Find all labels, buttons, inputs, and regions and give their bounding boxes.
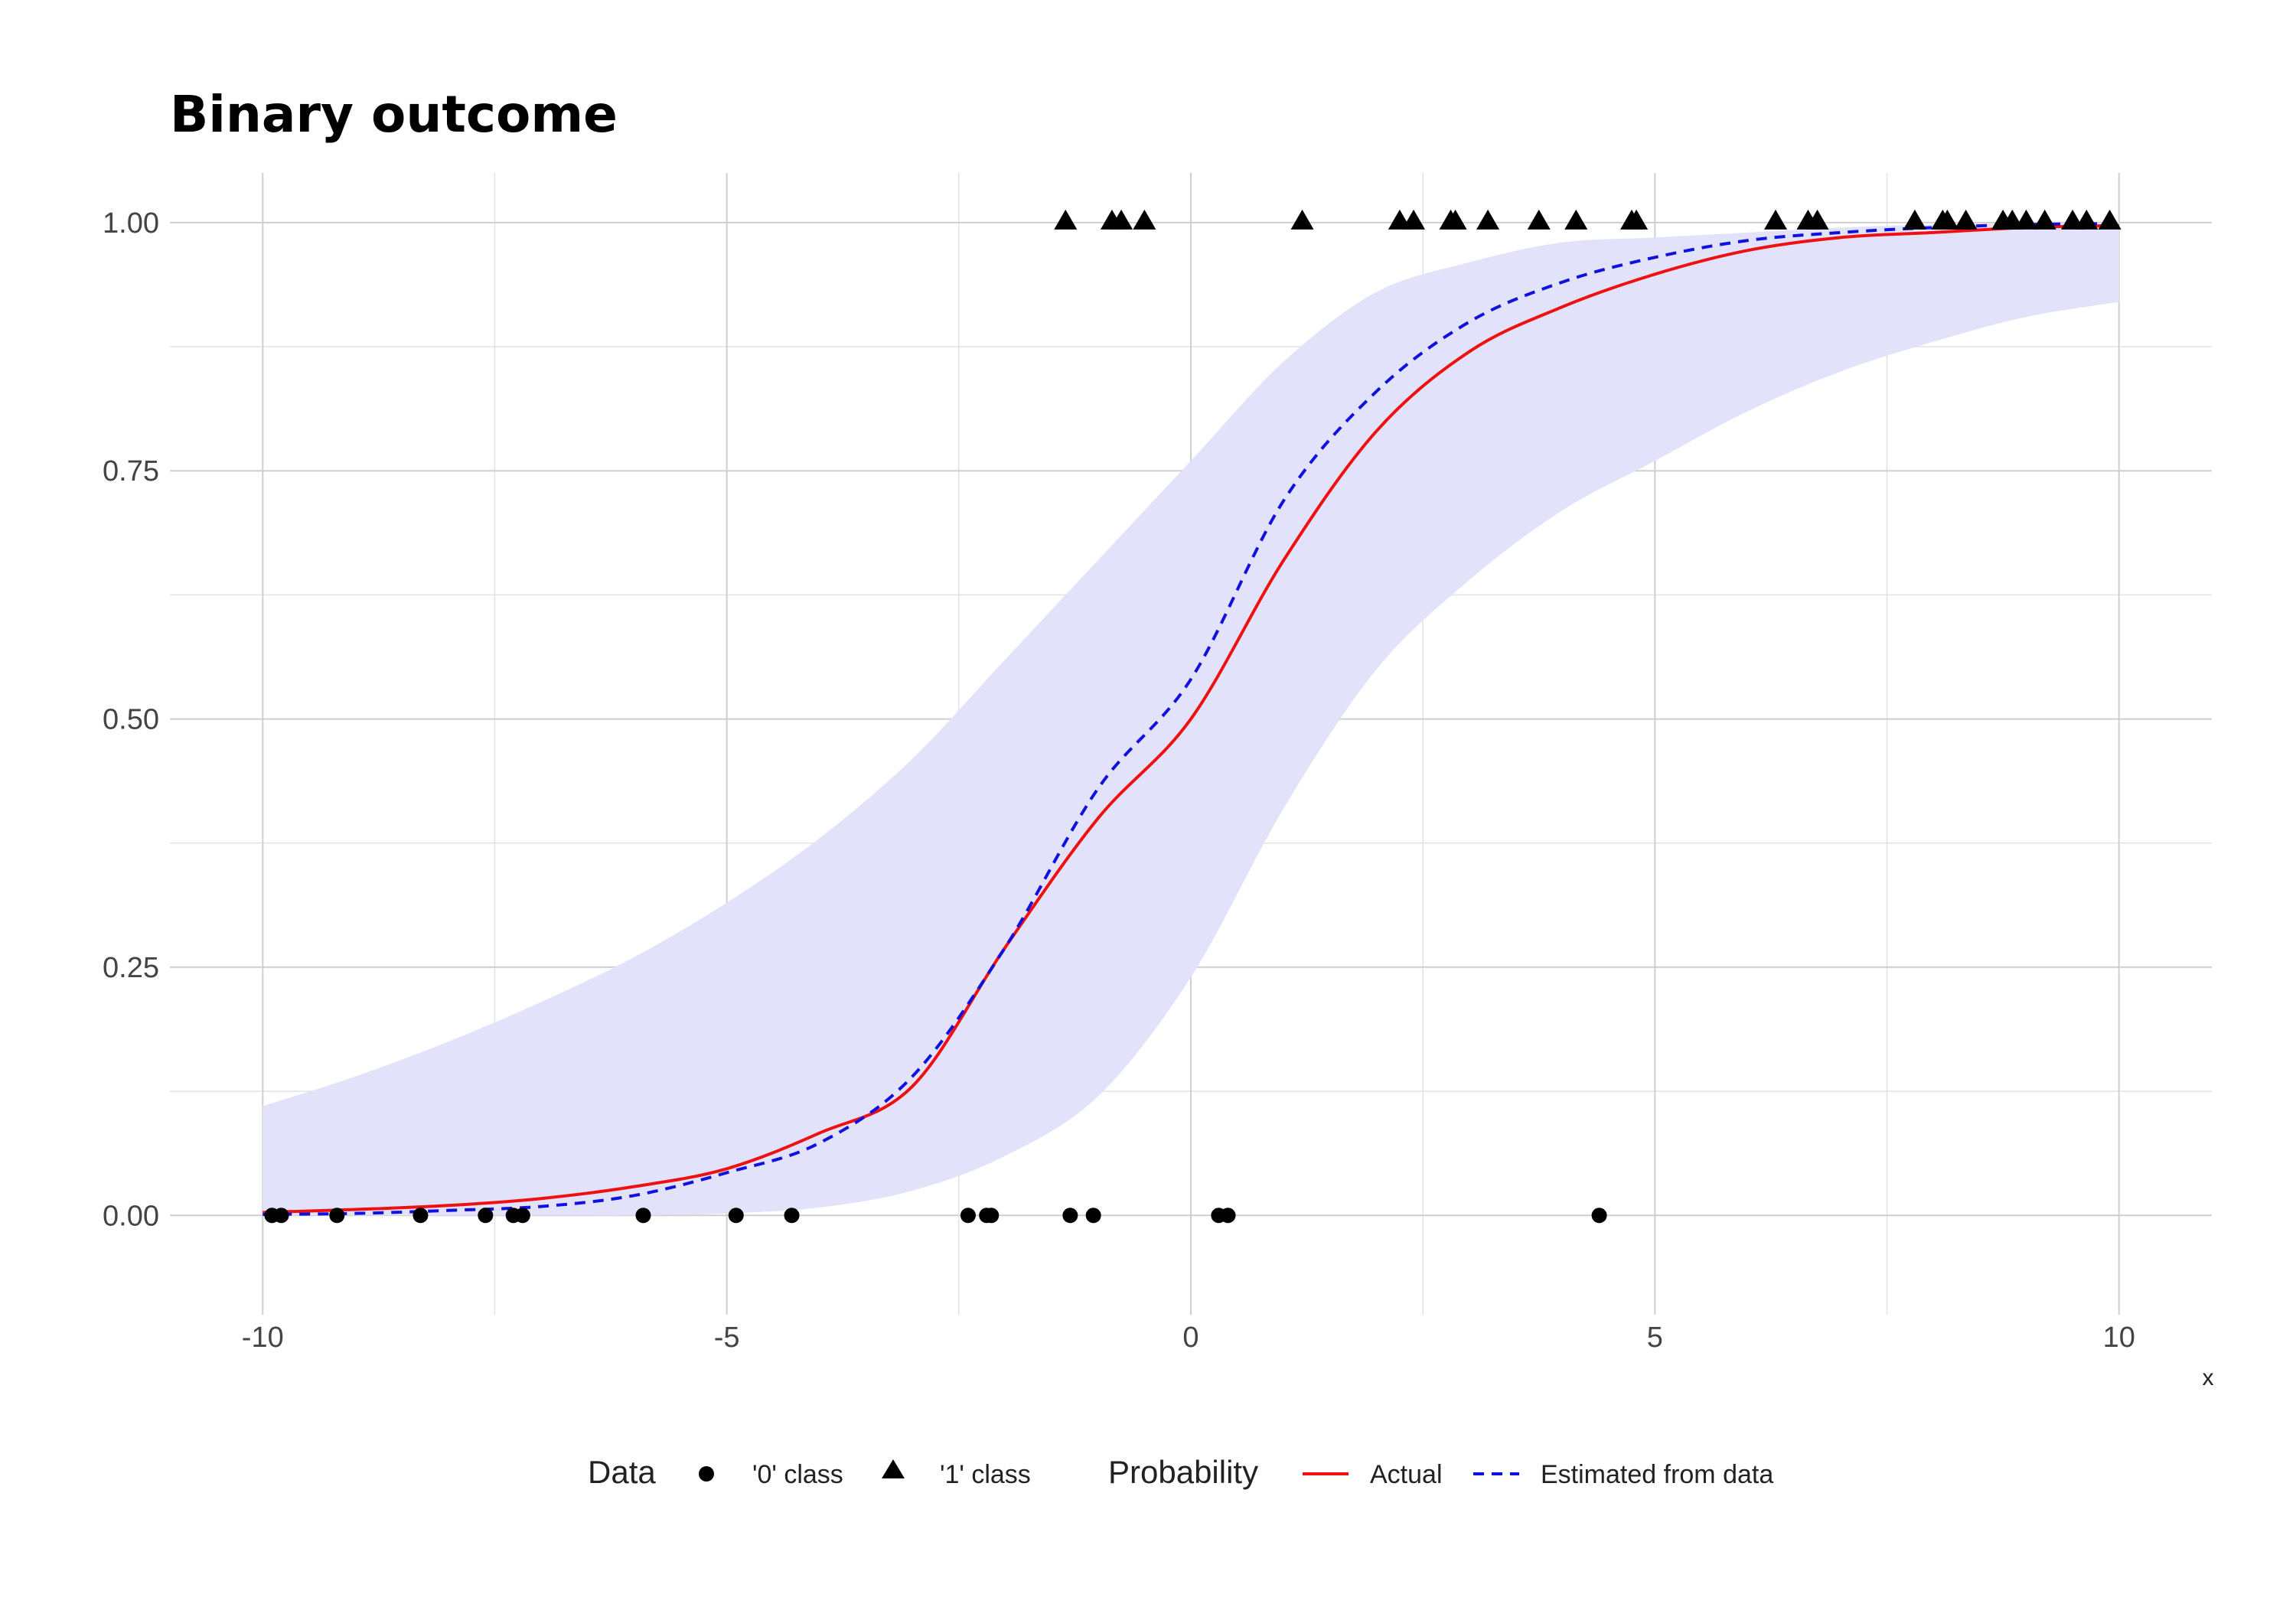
- actual-probability-line: [263, 223, 2119, 1214]
- class0-point: [413, 1208, 429, 1224]
- legend-class1-marker: [882, 1459, 905, 1478]
- class0-point: [329, 1208, 345, 1224]
- class0-point: [1220, 1208, 1236, 1224]
- legend-probability-title: Probability: [1108, 1454, 1258, 1490]
- class0-point: [784, 1208, 800, 1224]
- class1-point: [1954, 209, 1978, 230]
- class0-point: [273, 1208, 289, 1224]
- class1-point: [1476, 209, 1500, 230]
- estimated-probability-line: [263, 222, 2119, 1216]
- y-tick-label: 0.25: [103, 952, 159, 984]
- y-tick-label: 0.50: [103, 704, 159, 736]
- class0-point: [960, 1208, 976, 1224]
- class1-point: [2033, 209, 2056, 230]
- legend-class0-marker: [699, 1466, 714, 1482]
- x-tick-label: 5: [1647, 1322, 1663, 1354]
- class1-point: [2075, 209, 2099, 230]
- class1-point: [2014, 209, 2038, 230]
- x-tick-label: -5: [714, 1322, 740, 1354]
- class0-point: [478, 1208, 494, 1224]
- legend: Data '0' class '1' class Probability Act…: [588, 1454, 1773, 1490]
- class1-point: [1936, 209, 1959, 230]
- class0-point: [983, 1208, 1000, 1224]
- class1-point: [1110, 209, 1133, 230]
- chart-title: Binary outcome: [170, 85, 618, 144]
- class1-point: [1054, 209, 1078, 230]
- class1-point: [1402, 209, 1426, 230]
- x-tick-label: -10: [242, 1322, 284, 1354]
- class0-point: [635, 1208, 651, 1224]
- x-tick-label: 10: [2103, 1322, 2135, 1354]
- tick-labels: -10 -5 0 5 10 0.00 0.25 0.50 0.75 1.00: [103, 207, 2135, 1354]
- class1-point: [1133, 209, 1156, 230]
- class1-point: [1564, 209, 1588, 230]
- legend-estimated-label: Estimated from data: [1541, 1460, 1773, 1489]
- x-axis-title: x: [2203, 1365, 2214, 1390]
- legend-class1-label: '1' class: [940, 1460, 1031, 1489]
- legend-class0-label: '0' class: [752, 1460, 843, 1489]
- x-tick-label: 0: [1182, 1322, 1199, 1354]
- class1-point: [2098, 209, 2122, 230]
- class0-point: [728, 1208, 744, 1224]
- class1-point: [1527, 209, 1551, 230]
- data-points: [264, 209, 2122, 1224]
- y-tick-label: 0.00: [103, 1200, 159, 1232]
- class1-point: [1764, 209, 1788, 230]
- class1-point: [1625, 209, 1649, 230]
- class1-point: [1805, 209, 1829, 230]
- class0-point: [1062, 1208, 1078, 1224]
- class0-point: [1591, 1208, 1607, 1224]
- y-tick-label: 0.75: [103, 455, 159, 487]
- class0-point: [514, 1208, 530, 1224]
- series-lines: [263, 222, 2119, 1216]
- class1-point: [1443, 209, 1467, 230]
- class1-point: [1903, 209, 1926, 230]
- class0-point: [1085, 1208, 1101, 1224]
- y-tick-label: 1.00: [103, 207, 159, 240]
- class1-point: [1290, 209, 1314, 230]
- legend-actual-label: Actual: [1370, 1460, 1443, 1489]
- legend-data-title: Data: [588, 1454, 656, 1490]
